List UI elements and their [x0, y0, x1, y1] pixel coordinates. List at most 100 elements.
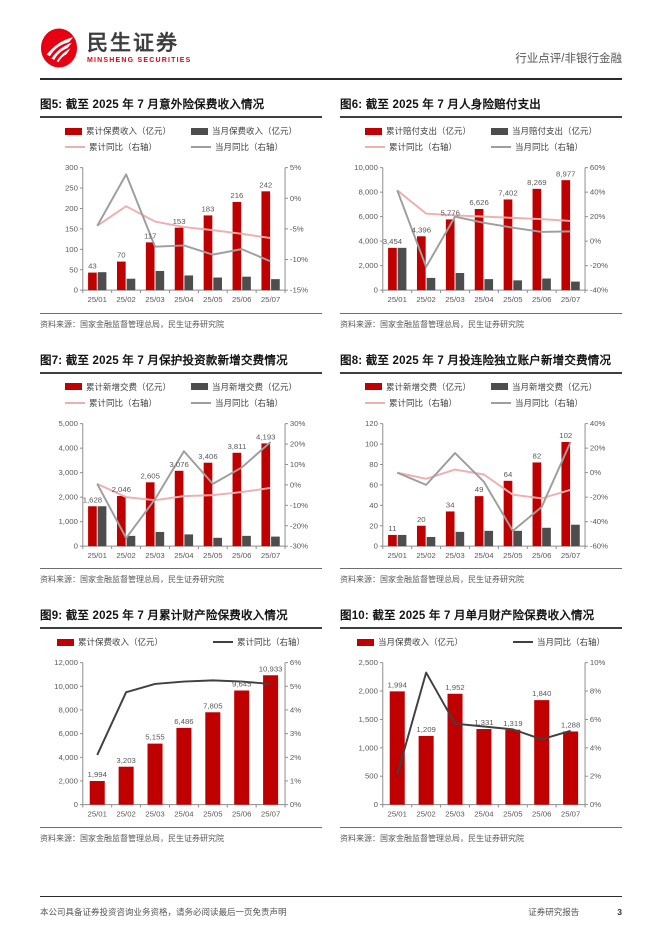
figure-9-plot: 0 2,000 4,000 6,000 8,000 10,000 12,000 0% 1% 2% 3… — [40, 650, 322, 825]
svg-text:1,000: 1,000 — [358, 744, 378, 753]
svg-text:25/06: 25/06 — [232, 295, 251, 304]
figure-5-plot: 0 50 100 150 200 250 300 -15% -10% -5% 0% 5% 25/01 25… — [40, 155, 322, 311]
svg-text:25/06: 25/06 — [532, 550, 551, 559]
svg-text:50: 50 — [69, 265, 78, 274]
figure-5: 图5: 截至 2025 年 7 月意外险保费收入情况 累计保费收入（亿元） 当月保… — [40, 96, 322, 330]
legend-label: 累计同比（右轴） — [88, 142, 157, 152]
svg-text:60%: 60% — [590, 163, 606, 172]
svg-text:20%: 20% — [590, 443, 606, 452]
svg-text:7,805: 7,805 — [203, 702, 222, 711]
svg-text:5,155: 5,155 — [145, 733, 164, 742]
bar-swatch-icon — [64, 127, 82, 135]
svg-text:4%: 4% — [290, 706, 301, 715]
svg-text:3%: 3% — [290, 729, 301, 738]
svg-text:183: 183 — [202, 205, 215, 214]
svg-text:25/06: 25/06 — [532, 295, 551, 304]
svg-text:25/01: 25/01 — [388, 295, 407, 304]
svg-text:1,000: 1,000 — [58, 517, 78, 526]
svg-text:20%: 20% — [290, 439, 306, 448]
svg-text:-20%: -20% — [590, 261, 608, 270]
svg-text:25/05: 25/05 — [203, 550, 222, 559]
legend-label: 当月同比（右轴） — [515, 397, 584, 408]
svg-text:25/05: 25/05 — [203, 295, 222, 304]
figure-10-plot: 0 500 1,000 1,500 2,000 2,500 0% 2% 4% 6% 8% 10% 25/… — [340, 650, 622, 825]
legend-label: 当月赔付支出（亿元） — [512, 126, 598, 136]
svg-text:25/02: 25/02 — [116, 809, 135, 818]
svg-text:8,269: 8,269 — [527, 178, 546, 187]
chart-canvas: 0 2,000 4,000 6,000 8,000 10,000 -40% -20% 0% 20%… — [354, 163, 608, 304]
bar-swatch-icon — [356, 638, 374, 646]
svg-text:0: 0 — [74, 286, 79, 295]
bar-swatch-icon — [491, 383, 508, 391]
svg-text:1,288: 1,288 — [561, 721, 580, 730]
legend-item: 当月赔付支出（亿元） — [491, 125, 597, 137]
svg-text:25/04: 25/04 — [174, 295, 194, 304]
svg-text:11: 11 — [388, 524, 396, 533]
figure-5-source: 资料来源：国家金融监督管理总局，民生证券研究院 — [40, 312, 322, 330]
svg-text:2,500: 2,500 — [358, 658, 378, 667]
svg-text:9,645: 9,645 — [232, 680, 251, 689]
svg-text:20: 20 — [417, 514, 426, 523]
bar-swatch-icon — [191, 127, 208, 135]
legend-label: 累计同比（右轴） — [388, 142, 457, 152]
svg-text:6,486: 6,486 — [174, 717, 193, 726]
figure-7-source: 资料来源：国家金融监督管理总局，民生证券研究院 — [40, 568, 322, 585]
legend-item: 当月保费收入（亿元） — [191, 125, 297, 137]
legend-item: 当月同比（右轴） — [491, 397, 597, 409]
figure-6: 图6: 截至 2025 年 7 月人身险赔付支出 累计赔付支出（亿元） 当月赔付支… — [340, 96, 622, 330]
bar-swatch-icon — [364, 383, 382, 391]
svg-text:6,626: 6,626 — [469, 198, 488, 207]
legend-item: 累计同比（右轴） — [364, 141, 471, 153]
svg-text:242: 242 — [259, 180, 272, 189]
svg-text:25/05: 25/05 — [503, 295, 522, 304]
svg-text:-10%: -10% — [290, 500, 308, 509]
legend-label: 累计保费收入（亿元） — [85, 126, 171, 136]
svg-text:25/04: 25/04 — [474, 809, 494, 818]
svg-text:25/01: 25/01 — [388, 809, 407, 818]
legend-item: 当月同比（右轴） — [513, 636, 605, 648]
figure-9: 图9: 截至 2025 年 7 月累计财产险保费收入情况 累计保费收入（亿元） 累… — [40, 607, 322, 844]
svg-text:25/05: 25/05 — [503, 809, 522, 818]
figure-8-source: 资料来源：国家金融监督管理总局，民生证券研究院 — [340, 568, 622, 585]
svg-text:1,994: 1,994 — [88, 770, 108, 779]
legend-label: 当月同比（右轴） — [537, 637, 606, 648]
svg-text:0%: 0% — [290, 480, 301, 489]
page-number: 3 — [617, 907, 622, 917]
svg-text:8,977: 8,977 — [556, 169, 575, 178]
svg-text:-10%: -10% — [290, 255, 308, 264]
svg-text:25/07: 25/07 — [561, 550, 580, 559]
figure-10-source: 资料来源：国家金融监督管理总局，民生证券研究院 — [340, 827, 622, 844]
svg-text:25/05: 25/05 — [203, 809, 222, 818]
svg-text:100: 100 — [365, 439, 379, 448]
svg-text:60: 60 — [369, 480, 378, 489]
svg-text:25/07: 25/07 — [261, 809, 280, 818]
figure-9-title: 图9: 截至 2025 年 7 月累计财产险保费收入情况 — [40, 607, 322, 630]
legend-item: 累计保费收入（亿元） — [56, 636, 163, 648]
svg-text:25/04: 25/04 — [174, 550, 194, 559]
svg-text:1,840: 1,840 — [532, 689, 552, 698]
svg-text:2,000: 2,000 — [58, 492, 78, 501]
chart-canvas: 0 20 40 60 80 100 120 -60% -40% -20% 0% 20% 40% 25/01… — [365, 419, 608, 560]
legend-label: 当月同比（右轴） — [515, 142, 584, 152]
legend-label: 累计赔付支出（亿元） — [385, 126, 471, 136]
svg-text:117: 117 — [144, 231, 156, 240]
svg-text:0: 0 — [74, 541, 79, 550]
svg-text:25/07: 25/07 — [561, 809, 580, 818]
svg-text:40%: 40% — [590, 188, 606, 197]
svg-text:0%: 0% — [590, 468, 601, 477]
legend-item: 累计同比（右轴） — [213, 636, 305, 648]
svg-text:1%: 1% — [290, 777, 301, 786]
svg-text:-40%: -40% — [590, 517, 608, 526]
svg-text:40: 40 — [369, 500, 378, 509]
svg-text:25/02: 25/02 — [116, 550, 135, 559]
figure-6-title: 图6: 截至 2025 年 7 月人身险赔付支出 — [340, 96, 622, 118]
svg-text:250: 250 — [65, 184, 79, 193]
svg-text:2,000: 2,000 — [358, 261, 378, 270]
legend-label: 当月保费收入（亿元） — [377, 637, 463, 648]
svg-text:30%: 30% — [290, 419, 306, 428]
svg-text:25/03: 25/03 — [145, 550, 164, 559]
legend-label: 累计保费收入（亿元） — [77, 637, 163, 648]
svg-text:3,406: 3,406 — [198, 451, 217, 460]
svg-text:5,776: 5,776 — [440, 209, 459, 218]
svg-text:70: 70 — [117, 251, 126, 260]
